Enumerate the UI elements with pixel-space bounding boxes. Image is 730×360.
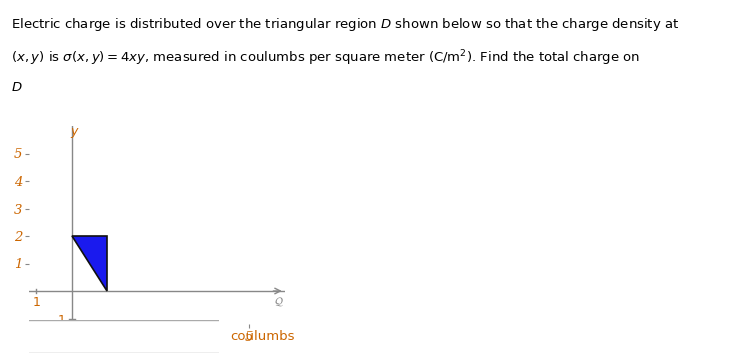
Text: $D$: $D$ [11,81,23,94]
Text: $y$: $y$ [69,126,80,140]
Text: $1$: $1$ [58,314,66,327]
Text: coulumbs: coulumbs [230,330,294,343]
Text: $1$: $1$ [32,296,41,309]
Text: $(x, y)$ is $\sigma(x, y) = 4xy$, measured in coulumbs per square meter (C/m$^2$: $(x, y)$ is $\sigma(x, y) = 4xy$, measur… [11,49,640,68]
Polygon shape [72,236,107,291]
Text: Electric charge is distributed over the triangular region $D$ shown below so tha: Electric charge is distributed over the … [11,16,679,33]
Text: $\mathcal{Q}$: $\mathcal{Q}$ [274,296,284,309]
FancyBboxPatch shape [26,320,223,354]
